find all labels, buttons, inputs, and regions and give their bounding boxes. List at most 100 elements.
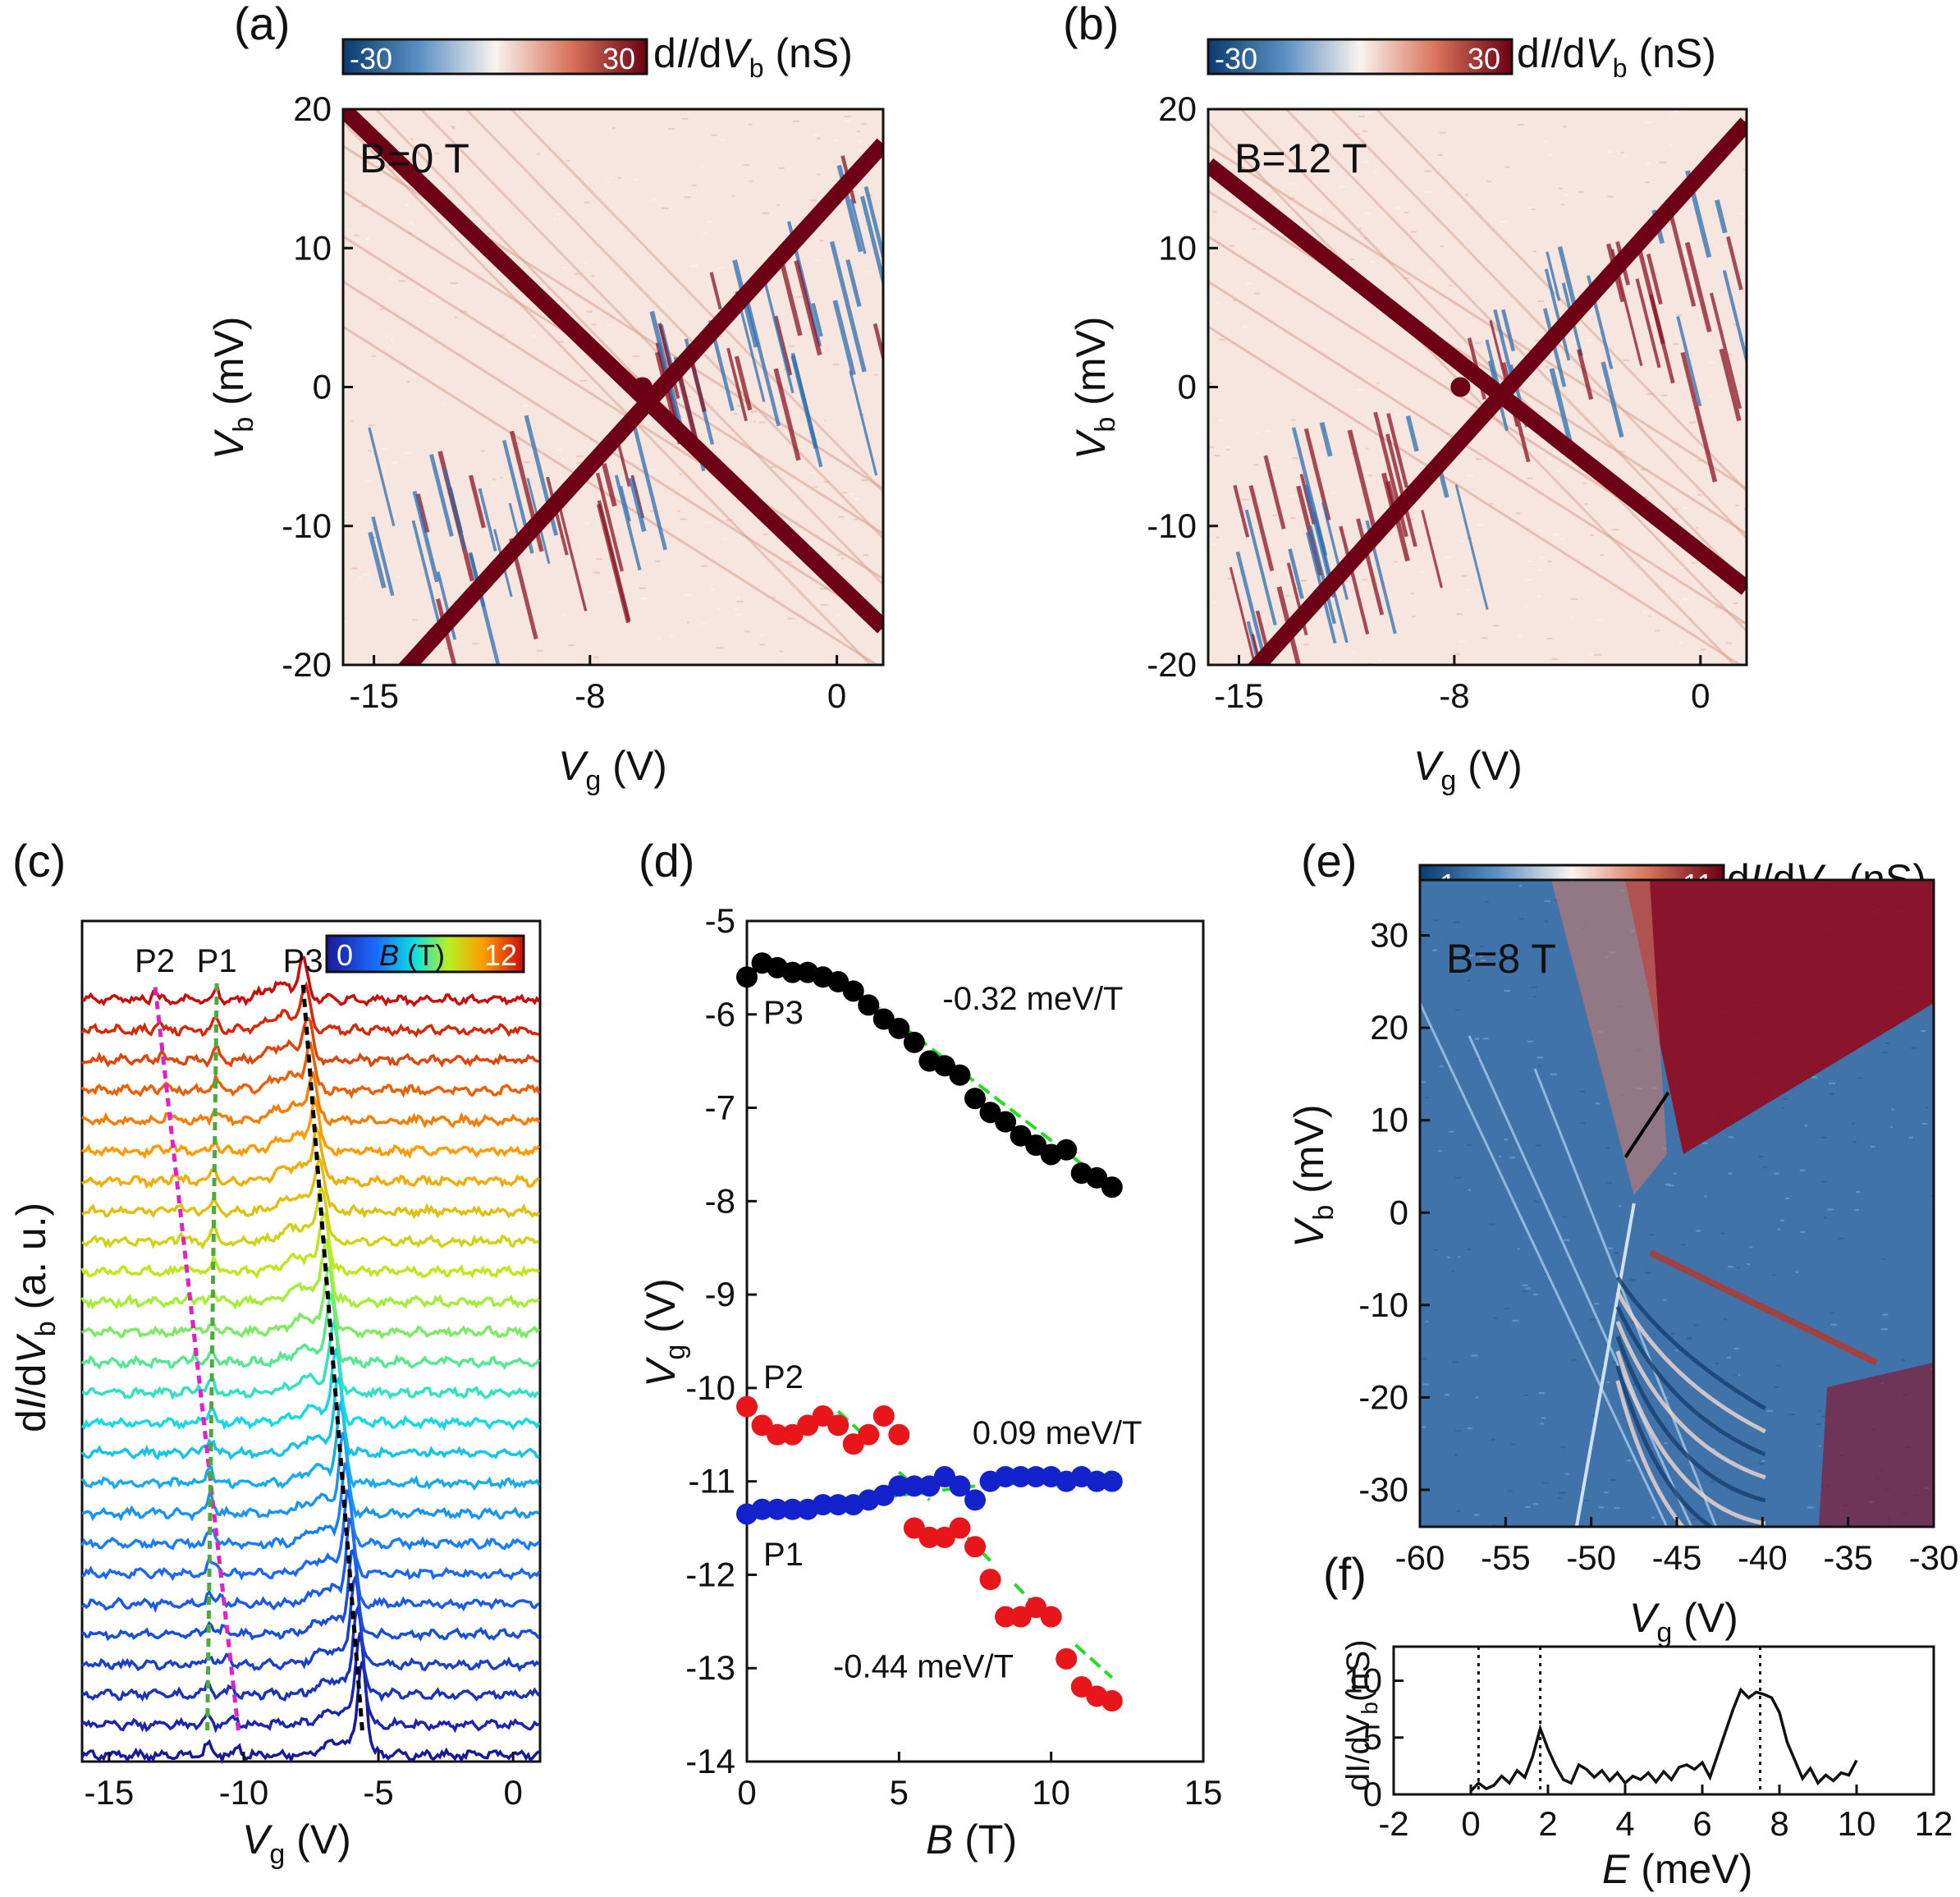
noise-speck [1611, 529, 1619, 531]
noise-speck [823, 481, 830, 483]
noise-speck [1500, 221, 1508, 223]
fan-stripe [657, 323, 680, 399]
noise-speck [500, 477, 503, 479]
fan-stripe [596, 503, 630, 624]
noise-speck [1312, 172, 1316, 174]
xtick-label: 10 [1032, 1773, 1070, 1812]
noise-speck [1645, 181, 1650, 184]
noise-speck [1695, 527, 1699, 529]
trace [80, 1375, 540, 1461]
noise-speck [389, 169, 396, 172]
noise-speck [1818, 1410, 1822, 1413]
noise-speck [1362, 583, 1368, 585]
noise-speck [1870, 1145, 1875, 1148]
fan-stripe [1385, 433, 1417, 548]
ytick-label: 20 [1370, 1008, 1408, 1047]
fan-stripe [859, 195, 883, 289]
noise-speck [1532, 1293, 1538, 1295]
noise-speck [795, 293, 799, 296]
trace [80, 1094, 541, 1160]
heatmap-b-title: B=12 T [1234, 135, 1367, 181]
trace [81, 1153, 540, 1221]
point-p3 [781, 961, 804, 983]
noise-speck [1642, 612, 1647, 614]
noise-speck [1312, 497, 1317, 499]
noise-speck [1242, 326, 1248, 328]
noise-speck [385, 335, 389, 337]
noise-speck [1358, 389, 1363, 392]
noise-speck [1556, 470, 1563, 473]
noise-speck [442, 403, 446, 406]
noise-speck [640, 598, 648, 600]
annotation: -0.44 meV/T [833, 1649, 1014, 1685]
noise-speck [665, 459, 668, 461]
xtick-label: -50 [1566, 1538, 1616, 1577]
noise-speck [1289, 204, 1297, 207]
noise-speck [1728, 1136, 1734, 1139]
noise-speck [1692, 561, 1697, 564]
point-p1 [827, 1494, 849, 1516]
noise-speck [687, 621, 690, 624]
noise-speck [1537, 569, 1543, 571]
noise-speck [387, 164, 391, 167]
point-p2 [918, 1526, 941, 1548]
fan-stripe [1635, 278, 1661, 369]
xtick-label: 0 [1691, 676, 1710, 715]
fan-stripe [1235, 551, 1266, 660]
noise-speck [1486, 180, 1492, 182]
noise-speck [1582, 482, 1587, 484]
noise-speck [1696, 1230, 1701, 1232]
point-p2 [1056, 1647, 1078, 1670]
noise-speck [1390, 296, 1395, 299]
noise-speck [1641, 496, 1648, 498]
noise-speck [557, 341, 565, 343]
noise-speck [1632, 233, 1638, 236]
noise-speck [1351, 651, 1356, 653]
fan-stripe [1549, 368, 1573, 445]
noise-speck [1546, 637, 1553, 639]
heatmap-e-ylabel: Vb (mV) [1286, 1105, 1339, 1248]
fan-stripe [1319, 422, 1333, 457]
heatmap-a-ylabel: Vb (mV) [206, 317, 259, 460]
noise-speck [1686, 268, 1689, 270]
noise-speck [1515, 512, 1521, 515]
noise-speck [1467, 589, 1471, 591]
noise-speck [1525, 1505, 1531, 1508]
fan-stripe [1303, 428, 1331, 521]
noise-speck [798, 453, 802, 456]
noise-speck [595, 558, 602, 561]
noise-speck [1518, 918, 1525, 920]
noise-speck [1542, 140, 1548, 143]
noise-speck [702, 622, 708, 625]
noise-speck [1818, 1445, 1821, 1447]
point-p2 [995, 1606, 1017, 1628]
noise-speck [480, 450, 485, 452]
noise-speck [1720, 1232, 1724, 1235]
excited-line [1468, 1035, 1693, 1527]
noise-speck [363, 573, 370, 575]
fan-stripe [1714, 199, 1728, 234]
noise-speck [1525, 1287, 1531, 1290]
noise-speck [1296, 376, 1300, 378]
noise-speck [1728, 1172, 1733, 1175]
noise-speck [832, 317, 837, 319]
ytick-label: 20 [293, 89, 332, 128]
noise-speck [809, 199, 817, 202]
noise-speck [1580, 1122, 1586, 1125]
noise-speck [1722, 607, 1730, 610]
fan-stripe [790, 355, 818, 449]
noise-speck [561, 266, 567, 268]
noise-speck [734, 608, 737, 611]
noise-speck [838, 515, 845, 518]
noise-speck [1460, 540, 1464, 543]
point-p2 [827, 1414, 849, 1436]
point-p1 [888, 1475, 910, 1497]
point-p2 [888, 1423, 910, 1446]
noise-speck [1547, 561, 1552, 563]
fan-stripe [1248, 484, 1275, 571]
noise-speck [1461, 245, 1466, 247]
noise-speck [1492, 625, 1500, 627]
trace [81, 1547, 541, 1642]
noise-speck [1614, 1507, 1620, 1510]
